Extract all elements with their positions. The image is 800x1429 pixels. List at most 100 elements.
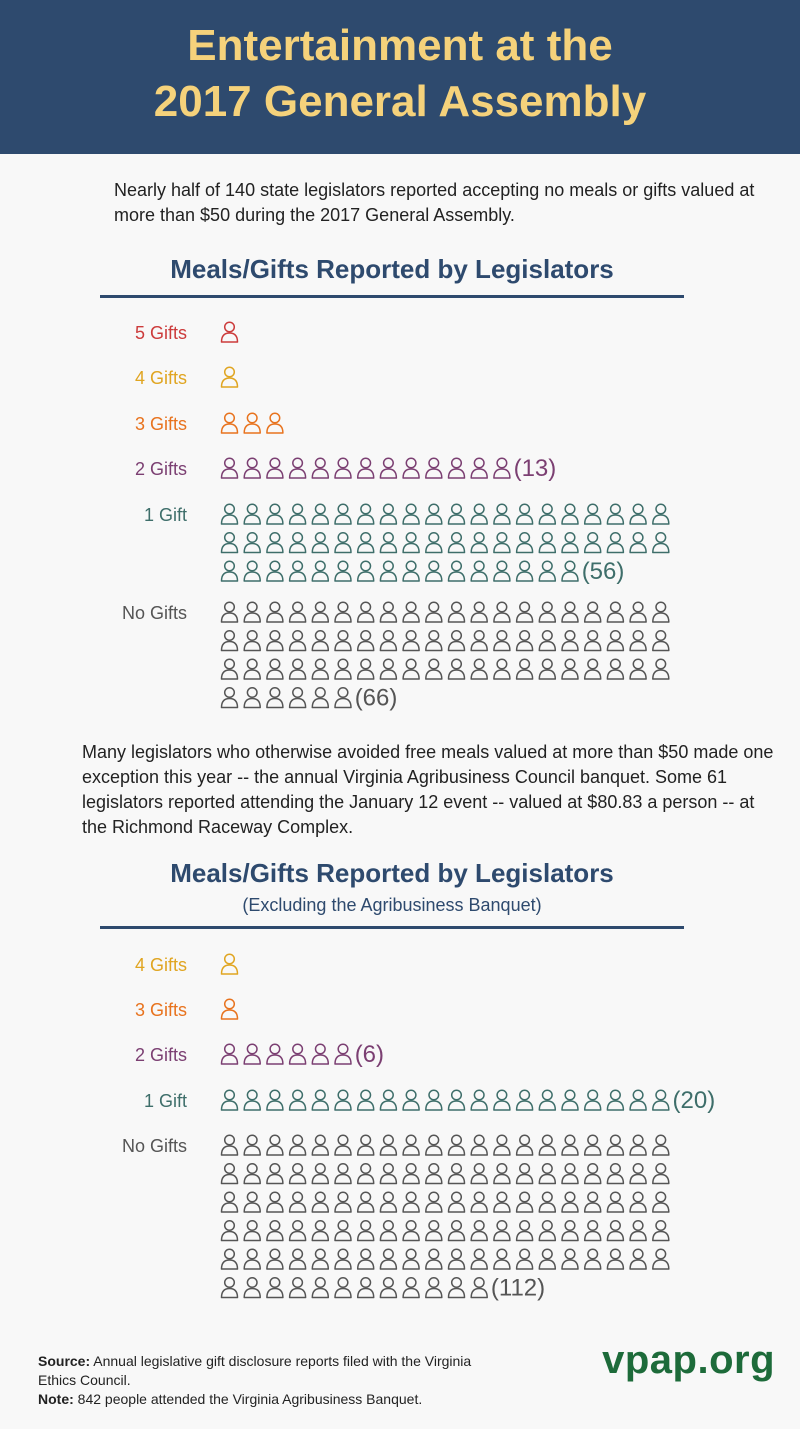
person-icon: [220, 412, 239, 434]
person-icon: [243, 1162, 261, 1185]
person-icon: [379, 560, 398, 582]
person-icon: [425, 531, 443, 554]
person-icon: [493, 1134, 511, 1156]
person-icon: [311, 686, 330, 709]
chart-2-pictograph: 4 Gifts 3 Gifts 2 Gifts (6) 1 Gift (20) No Gif…: [122, 953, 716, 1302]
chart-2-subtitle: (Excluding the Agribusiness Banquet): [242, 895, 542, 915]
person-icon: [334, 686, 352, 709]
person-icon: [515, 503, 534, 525]
person-icon: [493, 1162, 511, 1185]
person-icon: [311, 560, 330, 582]
person-icon: [356, 503, 375, 525]
person-icon: [356, 457, 375, 479]
attendance-note: Note: 842 people attended the Virginia A…: [38, 1390, 508, 1409]
person-icon: [493, 1219, 511, 1242]
person-icon: [583, 1248, 602, 1270]
row-count-label: (66): [355, 685, 398, 712]
person-icon: [288, 1043, 307, 1065]
person-icon: [266, 658, 284, 680]
person-icon: [515, 1134, 534, 1156]
person-icon: [583, 1191, 602, 1213]
person-icon: [220, 1248, 239, 1270]
person-icon: [356, 1089, 375, 1111]
person-icon: [243, 1219, 261, 1242]
person-icon: [493, 629, 511, 652]
person-icon: [561, 629, 579, 652]
person-icon: [402, 1134, 420, 1156]
person-icon: [425, 601, 443, 623]
person-icon: [288, 1162, 307, 1185]
intro-text: Nearly half of 140 state legislators rep…: [114, 180, 755, 225]
person-icon: [470, 560, 488, 582]
person-icon: [447, 1219, 466, 1242]
person-icon: [470, 1162, 488, 1185]
source-label: Source:: [38, 1353, 91, 1369]
person-icon: [629, 1248, 647, 1270]
person-icon: [243, 1248, 261, 1270]
person-icon: [220, 321, 239, 343]
person-icon: [311, 629, 330, 652]
person-icon: [334, 503, 352, 525]
title-line-2: 2017 General Assembly: [153, 77, 647, 126]
person-icon: [220, 1134, 239, 1156]
person-icon: [379, 1248, 398, 1270]
person-icon: [470, 1276, 488, 1299]
person-icon: [334, 658, 352, 680]
person-icon: [447, 531, 466, 554]
person-icon: [311, 503, 330, 525]
person-icon: [515, 1219, 534, 1242]
person-icon: [379, 1134, 398, 1156]
person-icon: [470, 1191, 488, 1213]
person-icon: [629, 503, 647, 525]
person-icon: [493, 658, 511, 680]
person-icon: [220, 457, 239, 479]
person-icon: [334, 1134, 352, 1156]
person-icon: [629, 1162, 647, 1185]
row-count-label: (20): [673, 1087, 716, 1114]
person-icon: [561, 503, 579, 525]
person-icon: [356, 1219, 375, 1242]
person-icon: [561, 560, 579, 582]
person-icon: [266, 560, 284, 582]
person-icon: [652, 1191, 670, 1213]
person-icon: [583, 601, 602, 623]
person-icon: [379, 658, 398, 680]
person-icon: [447, 503, 466, 525]
person-icon: [356, 1276, 375, 1299]
person-icon: [266, 629, 284, 652]
person-icon: [379, 531, 398, 554]
person-icon: [606, 1219, 625, 1242]
source-text: Annual legislative gift disclosure repor…: [38, 1353, 472, 1388]
person-icon: [220, 531, 239, 554]
person-icon: [288, 1191, 307, 1213]
person-icon: [266, 686, 284, 709]
person-icon: [220, 1162, 239, 1185]
person-icon: [629, 1191, 647, 1213]
person-icon: [379, 1089, 398, 1111]
person-icon: [629, 1089, 647, 1111]
person-icon: [220, 1191, 239, 1213]
person-icon: [561, 658, 579, 680]
person-icon: [606, 1191, 625, 1213]
person-icon: [606, 1248, 625, 1270]
person-icon: [220, 1276, 239, 1299]
title-line-1: Entertainment at the: [187, 21, 613, 70]
person-icon: [561, 1134, 579, 1156]
person-icon: [334, 1248, 352, 1270]
banquet-text: Many legislators who otherwise avoided f…: [82, 742, 774, 837]
person-icon: [288, 1219, 307, 1242]
person-icon: [311, 1248, 330, 1270]
person-icon: [311, 457, 330, 479]
person-icon: [470, 1134, 488, 1156]
person-icon: [493, 1089, 511, 1111]
row-count-label: (112): [491, 1275, 545, 1302]
person-icon: [334, 1191, 352, 1213]
person-icon: [288, 1248, 307, 1270]
person-icon: [447, 1276, 466, 1299]
person-icon: [311, 658, 330, 680]
person-icon: [538, 503, 557, 525]
person-icon: [356, 1134, 375, 1156]
person-icon: [243, 1089, 261, 1111]
person-icon: [470, 658, 488, 680]
person-icon: [561, 1219, 579, 1242]
